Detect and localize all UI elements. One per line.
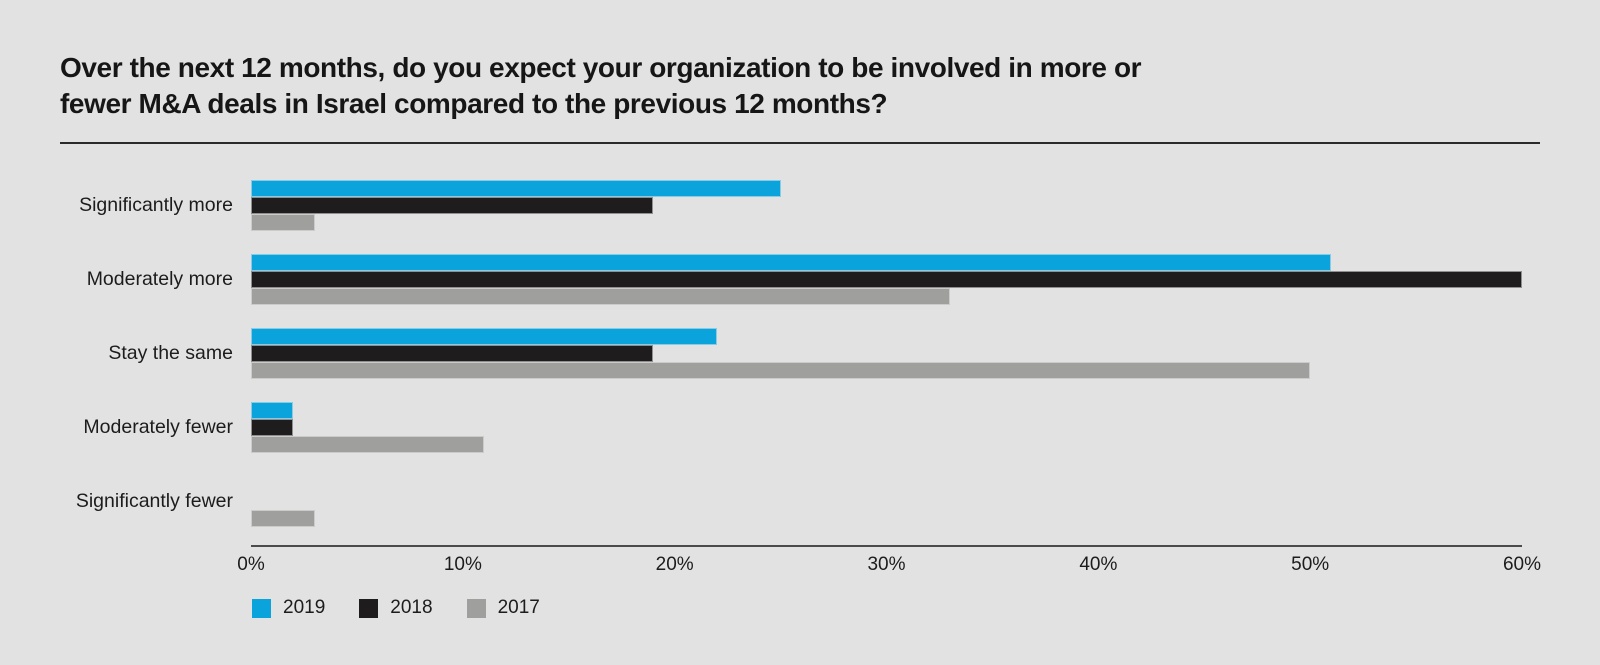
category-label: Significantly more <box>79 193 233 216</box>
x-tick-label: 30% <box>867 554 906 575</box>
category-label: Moderately more <box>86 267 233 290</box>
bar-2018 <box>251 345 654 362</box>
category-label: Significantly fewer <box>75 489 233 512</box>
bar-2017 <box>251 214 315 231</box>
legend-label: 2019 <box>283 597 326 618</box>
bar-2018 <box>251 419 294 436</box>
x-tick-label: 60% <box>1502 554 1542 575</box>
chart-legend: 2019 2018 2017 <box>252 597 540 619</box>
x-tick-label: 20% <box>655 554 694 575</box>
title-divider <box>60 142 1540 144</box>
bar-2019 <box>251 180 781 197</box>
chart-title-line2: fewer M&A deals in Israel compared to th… <box>60 88 888 119</box>
chart-title: Over the next 12 months, do you expect y… <box>60 50 1540 122</box>
x-tick-label: 0% <box>237 554 265 575</box>
bar-2019 <box>251 402 294 419</box>
x-tick-label: 10% <box>443 554 482 575</box>
bar-2019 <box>251 254 1332 271</box>
legend-label: 2017 <box>497 597 540 618</box>
legend-swatch-icon <box>359 598 379 618</box>
legend-item-2018: 2018 <box>359 597 433 619</box>
legend-swatch-icon <box>466 598 486 618</box>
x-tick-label: 40% <box>1079 554 1118 575</box>
category-label: Stay the same <box>108 341 233 364</box>
bar-2017 <box>251 510 315 527</box>
legend-item-2017: 2017 <box>466 597 540 619</box>
category-label: Moderately fewer <box>83 415 233 438</box>
bar-2018 <box>251 271 1522 288</box>
x-axis-line <box>251 545 1522 547</box>
legend-swatch-icon <box>252 598 271 618</box>
legend-label: 2018 <box>390 597 433 618</box>
bar-2017 <box>251 362 1311 379</box>
chart-title-line1: Over the next 12 months, do you expect y… <box>60 52 1142 83</box>
bar-2018 <box>251 197 654 214</box>
bar-2017 <box>251 436 485 453</box>
bar-2017 <box>251 288 951 305</box>
legend-item-2019: 2019 <box>252 597 325 619</box>
bar-2019 <box>251 328 718 345</box>
x-tick-label: 50% <box>1291 554 1330 575</box>
